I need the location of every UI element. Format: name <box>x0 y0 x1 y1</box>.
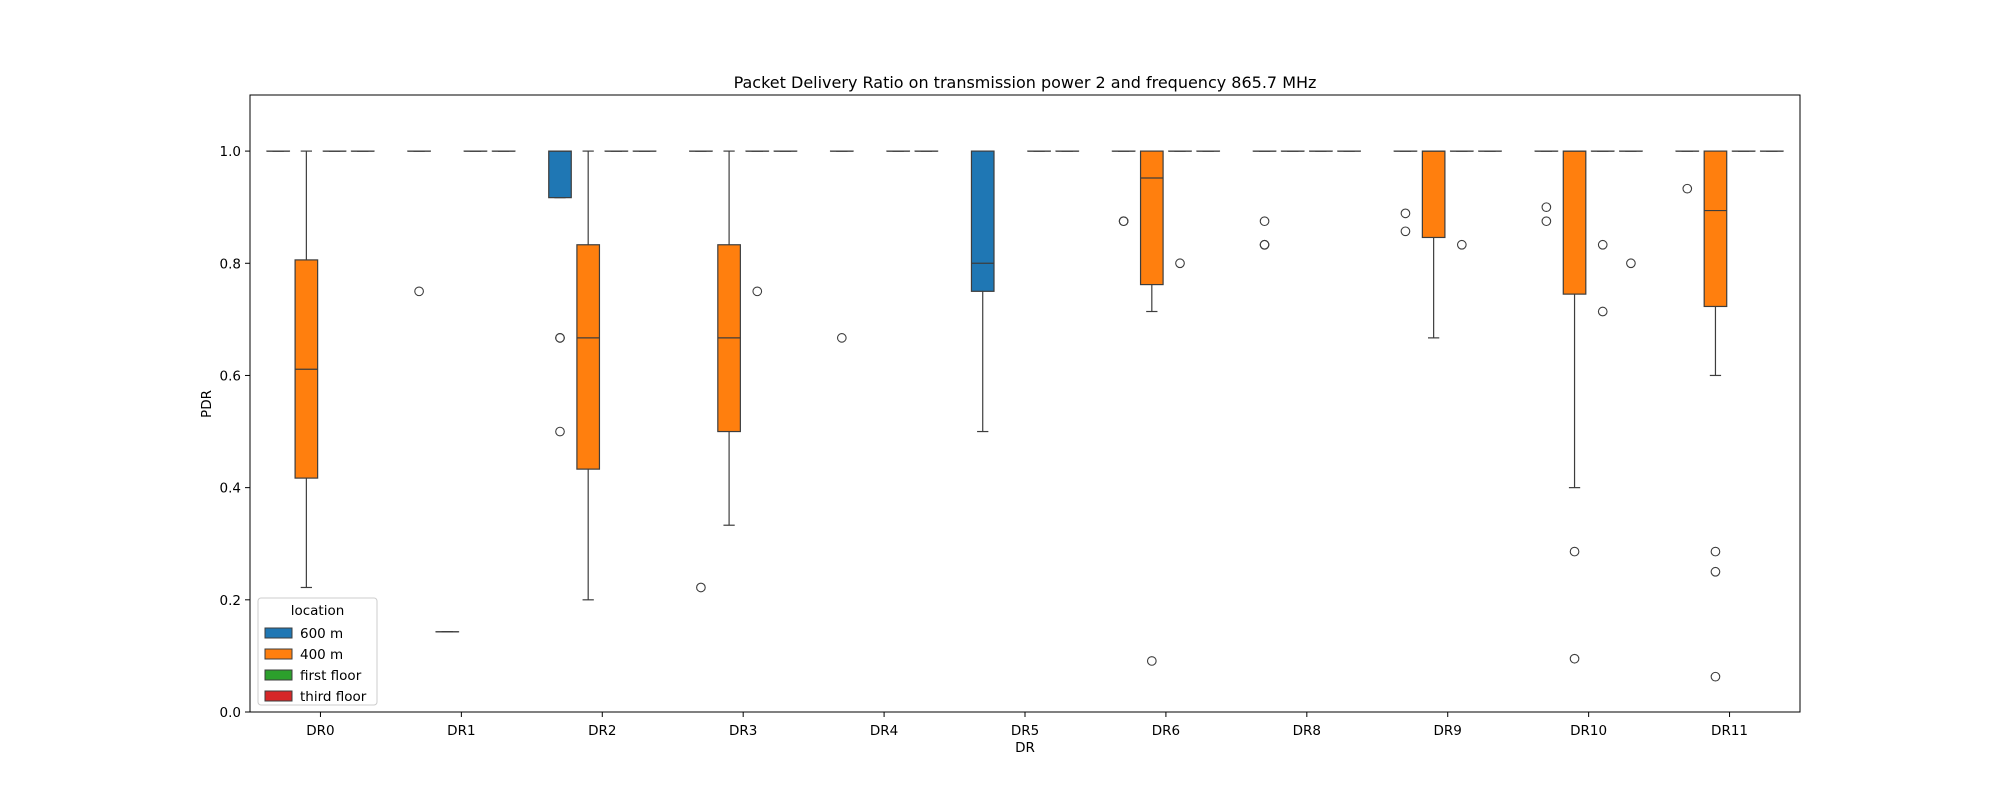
x-tick-label: DR8 <box>1293 723 1321 739</box>
legend-entry-label: first floor <box>300 668 362 684</box>
y-axis: 0.0 0.2 0.4 0.6 0.8 1.0 <box>220 144 250 721</box>
outlier-point <box>1541 216 1552 227</box>
box-dr1-600-m <box>407 150 431 297</box>
outlier-point <box>1175 258 1185 269</box>
y-tick-label: 0.2 <box>220 593 241 609</box>
legend-entry-label: 400 m <box>300 647 343 663</box>
legend-swatch <box>264 690 293 702</box>
legend-title: location <box>291 603 345 619</box>
y-tick-label: 0.4 <box>220 481 241 497</box>
outlier-point <box>1259 239 1270 250</box>
outlier-point <box>1400 208 1411 219</box>
box-body <box>576 244 601 470</box>
outlier-point <box>1118 216 1129 227</box>
box-dr8-600-m <box>1252 150 1277 250</box>
box-dr6-first-floor <box>1168 150 1192 269</box>
outlier-point <box>1597 306 1608 317</box>
x-tick-label: DR4 <box>870 723 898 739</box>
outlier-point <box>1710 546 1721 557</box>
outlier-point <box>1626 258 1636 269</box>
outlier-point <box>1456 239 1467 250</box>
plot-marks <box>266 150 1784 682</box>
outlier-point <box>414 286 424 297</box>
box-dr10-first-floor <box>1590 150 1615 317</box>
legend-entry-label: third floor <box>300 689 367 705</box>
box-dr3-first-floor <box>745 150 770 297</box>
box-dr11-600-m <box>1675 150 1700 194</box>
y-tick-label: 0.0 <box>220 705 241 721</box>
outlier-point <box>555 333 565 343</box>
x-tick-label: DR10 <box>1570 723 1607 739</box>
outlier-point <box>752 286 763 297</box>
outlier-point <box>836 333 847 343</box>
x-tick-label: DR1 <box>447 723 475 739</box>
x-axis-label: DR <box>1015 740 1035 756</box>
x-tick-label: DR6 <box>1152 723 1180 739</box>
box-dr5-600-m <box>970 150 995 433</box>
legend-swatch <box>264 669 293 681</box>
box-dr2-400-m <box>576 150 601 601</box>
x-tick-label: DR0 <box>306 723 334 739</box>
legend: location 600 m 400 m first floor third floor <box>257 597 378 706</box>
y-tick-label: 1.0 <box>220 144 241 160</box>
legend-swatch <box>264 627 293 639</box>
outlier-point <box>1710 566 1721 577</box>
legend-swatch <box>264 648 293 660</box>
legend-entry-label: 600 m <box>300 626 343 642</box>
y-axis-label: PDR <box>199 390 215 418</box>
outlier-point <box>1259 216 1270 227</box>
chart-title: Packet Delivery Ratio on transmission po… <box>734 73 1317 92</box>
outlier-point <box>1682 183 1693 194</box>
box-dr3-600-m <box>689 150 713 593</box>
box-dr3-400-m <box>717 150 741 526</box>
box-dr4-600-m <box>829 150 854 343</box>
box-dr9-600-m <box>1393 150 1418 237</box>
y-tick-label: 0.8 <box>220 256 241 272</box>
box-body <box>1703 150 1728 308</box>
x-axis: DR0 DR1 DR2 DR3 DR4 DR5 DR6 DR8 DR9 DR10 DR11 <box>306 712 1748 739</box>
outlier-point <box>1400 226 1411 237</box>
box-body <box>1139 150 1164 286</box>
box-dr10-600-m <box>1534 150 1559 227</box>
x-tick-label: DR5 <box>1011 723 1039 739</box>
box-dr10-third-floor <box>1619 150 1643 269</box>
box-dr0-400-m <box>294 150 319 589</box>
outlier-point <box>696 582 706 593</box>
box-body <box>1562 150 1587 295</box>
box-dr6-600-m <box>1111 150 1136 227</box>
box-body <box>548 150 572 199</box>
box-dr9-400-m <box>1421 150 1446 339</box>
x-tick-label: DR9 <box>1434 723 1462 739</box>
box-body <box>970 150 995 292</box>
outlier-point <box>555 426 565 437</box>
x-tick-label: DR11 <box>1711 723 1748 739</box>
x-tick-label: DR3 <box>729 723 757 739</box>
outlier-point <box>1710 671 1721 682</box>
outlier-point <box>1146 656 1157 666</box>
box-body <box>1421 150 1446 239</box>
y-tick-label: 0.6 <box>220 368 241 384</box>
outlier-point <box>1569 653 1580 664</box>
box-dr6-400-m <box>1139 150 1164 666</box>
box-dr9-first-floor <box>1449 150 1474 250</box>
outlier-point <box>1569 546 1580 557</box>
box-dr2-600-m <box>548 150 572 437</box>
box-dr11-400-m <box>1703 150 1728 682</box>
x-tick-label: DR2 <box>588 723 616 739</box>
outlier-point <box>1541 202 1552 213</box>
outlier-point <box>1597 239 1608 250</box>
box-dr10-400-m <box>1562 150 1587 664</box>
